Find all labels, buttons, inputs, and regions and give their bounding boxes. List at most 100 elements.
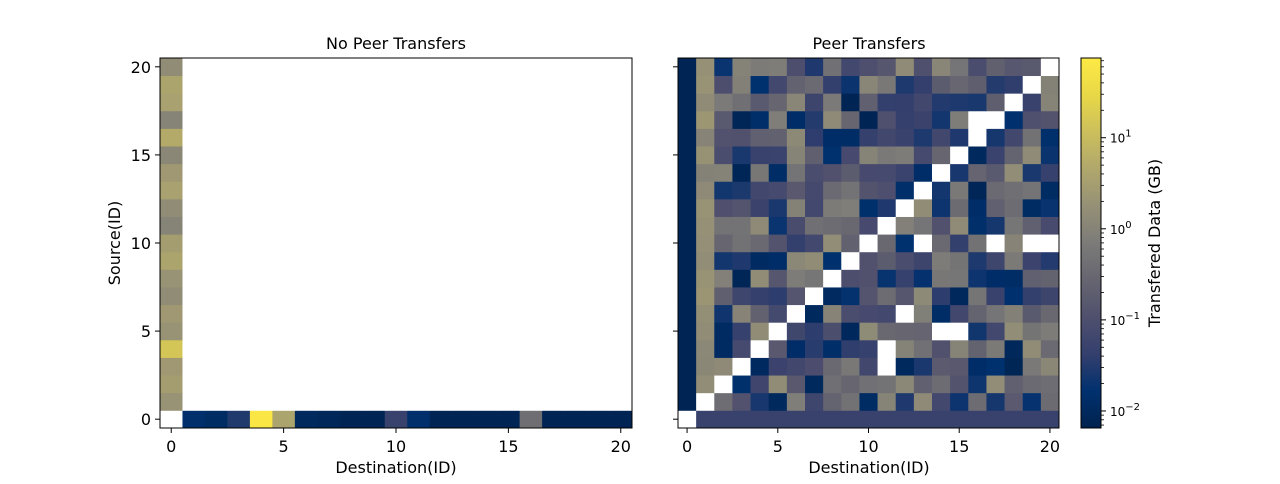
heatmap-cell — [841, 198, 860, 217]
colorbar: 10−2 10−1 100 101 Transfered Data (GB) — [1080, 57, 1164, 429]
heatmap-cell — [786, 216, 806, 235]
heatmap-cell — [519, 234, 543, 253]
heatmap-cell — [913, 110, 933, 129]
heatmap-cell — [294, 181, 318, 200]
heatmap-cell — [823, 375, 842, 394]
heatmap-cell — [384, 357, 408, 376]
heatmap-cell — [877, 58, 897, 77]
heatmap-cell — [823, 128, 842, 147]
heatmap-cell — [895, 392, 915, 411]
heatmap-cell — [384, 375, 408, 394]
heatmap-cell — [696, 287, 715, 306]
heatmap-cell — [1004, 163, 1024, 182]
heatmap-cell — [932, 58, 951, 77]
colorbar-gradient — [1081, 58, 1101, 428]
heatmap-cell — [932, 322, 951, 341]
heatmap-cell — [249, 304, 273, 323]
y-tick-label: 5 — [141, 322, 151, 341]
heatmap-cell — [294, 128, 318, 147]
heatmap-cell — [841, 339, 860, 358]
heatmap-cell — [968, 163, 987, 182]
heatmap-cell — [678, 181, 697, 200]
heatmap-cell — [317, 357, 341, 376]
heatmap-cell — [204, 251, 228, 270]
heatmap-cell — [732, 339, 751, 358]
heatmap-cell — [1022, 110, 1042, 129]
heatmap-cell — [750, 163, 770, 182]
heatmap-cell — [160, 251, 183, 270]
heatmap-cell — [913, 163, 933, 182]
heatmap-cell — [609, 234, 633, 253]
heatmap-cell — [1040, 287, 1060, 306]
heatmap-cell — [932, 146, 951, 165]
heatmap-cell — [542, 287, 565, 306]
heatmap-cell — [968, 322, 987, 341]
heatmap-cell — [564, 322, 588, 341]
heatmap-cell — [609, 375, 633, 394]
heatmap-cell — [786, 251, 806, 270]
heatmap-cell — [932, 93, 951, 112]
heatmap-cell — [805, 339, 824, 358]
heatmap-cell — [384, 93, 408, 112]
heatmap-cell — [986, 163, 1005, 182]
heatmap-cell — [362, 304, 386, 323]
heatmap-cell — [227, 392, 251, 411]
heatmap-cell — [968, 269, 987, 288]
heatmap-cell — [786, 198, 806, 217]
heatmap-cell — [474, 75, 498, 94]
heatmap-cell — [1040, 392, 1060, 411]
heatmap-cell — [913, 392, 933, 411]
heatmap-cell — [750, 146, 770, 165]
heatmap-cell — [564, 181, 588, 200]
heatmap-cell — [714, 234, 733, 253]
heatmap-cell — [160, 128, 183, 147]
heatmap-cell — [564, 198, 588, 217]
heatmap-cell — [968, 93, 987, 112]
y-tick-label: 15 — [131, 146, 151, 165]
heatmap-cell — [841, 58, 860, 77]
heatmap-cell — [160, 410, 183, 429]
heatmap-cell — [384, 216, 408, 235]
heatmap-cell — [474, 304, 498, 323]
left-heatmap-cells — [160, 58, 633, 429]
heatmap-cell — [823, 216, 842, 235]
heatmap-cell — [249, 322, 273, 341]
heatmap-cell — [913, 251, 933, 270]
heatmap-cell — [339, 163, 363, 182]
heatmap-cell — [587, 75, 610, 94]
heatmap-cell — [564, 410, 588, 429]
heatmap-cell — [587, 357, 610, 376]
heatmap-cell — [732, 375, 751, 394]
heatmap-cell — [182, 75, 206, 94]
heatmap-cell — [362, 93, 386, 112]
heatmap-cell — [429, 287, 453, 306]
heatmap-cell — [895, 128, 915, 147]
heatmap-cell — [384, 410, 408, 429]
heatmap-cell — [714, 216, 733, 235]
heatmap-cell — [1040, 269, 1060, 288]
heatmap-cell — [587, 163, 610, 182]
heatmap-cell — [362, 216, 386, 235]
heatmap-cell — [204, 339, 228, 358]
heatmap-cell — [895, 375, 915, 394]
heatmap-cell — [362, 198, 386, 217]
heatmap-cell — [678, 93, 697, 112]
heatmap-cell — [895, 251, 915, 270]
heatmap-cell — [249, 216, 273, 235]
heatmap-cell — [1004, 110, 1024, 129]
heatmap-cell — [877, 287, 897, 306]
heatmap-cell — [805, 216, 824, 235]
heatmap-cell — [678, 339, 697, 358]
heatmap-cell — [294, 269, 318, 288]
heatmap-cell — [227, 251, 251, 270]
heatmap-cell — [859, 251, 878, 270]
heatmap-cell — [986, 410, 1005, 429]
heatmap-cell — [429, 234, 453, 253]
heatmap-cell — [1022, 375, 1042, 394]
heatmap-cell — [317, 75, 341, 94]
heatmap-cell — [182, 58, 206, 77]
heatmap-cell — [564, 304, 588, 323]
heatmap-cell — [294, 75, 318, 94]
heatmap-cell — [542, 304, 565, 323]
heatmap-cell — [204, 392, 228, 411]
